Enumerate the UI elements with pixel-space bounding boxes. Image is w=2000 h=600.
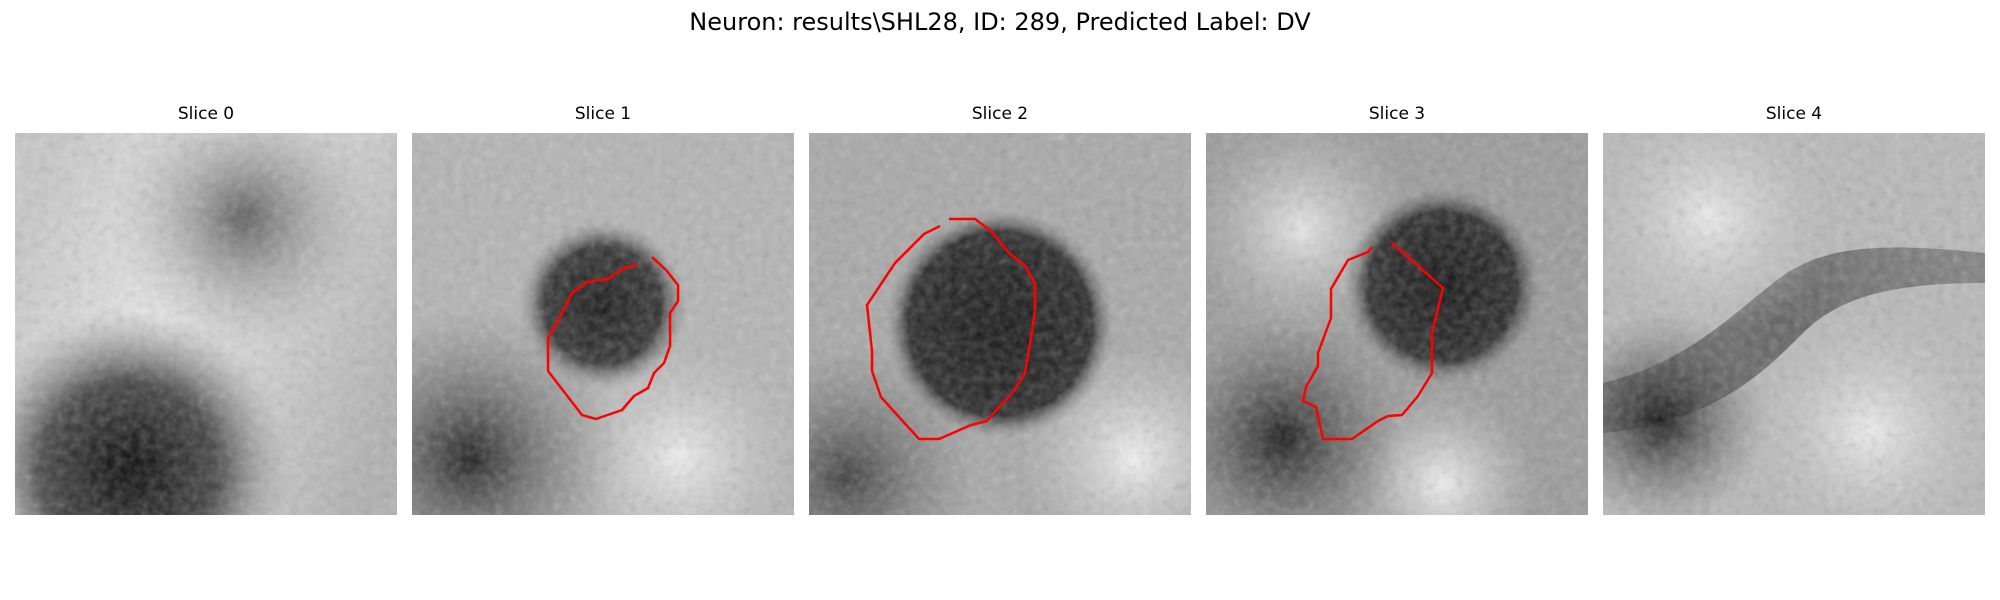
segmentation-contour-1 <box>546 256 680 421</box>
figure-title: Neuron: results\SHL28, ID: 289, Predicte… <box>689 8 1311 36</box>
segmentation-contour-2 <box>865 217 1037 441</box>
slice-title-1: Slice 1 <box>574 104 632 124</box>
slice-title-0: Slice 0 <box>177 104 235 124</box>
slice-image-0 <box>15 133 397 515</box>
slice-image-2 <box>809 133 1191 515</box>
slice-title-2: Slice 2 <box>971 104 1029 124</box>
slice-image-3 <box>1206 133 1588 515</box>
slice-title-4: Slice 4 <box>1765 104 1823 124</box>
slice-image-1 <box>412 133 794 515</box>
segmentation-contour-3 <box>1301 242 1445 441</box>
slice-title-3: Slice 3 <box>1368 104 1426 124</box>
slice-image-4 <box>1603 133 1985 515</box>
